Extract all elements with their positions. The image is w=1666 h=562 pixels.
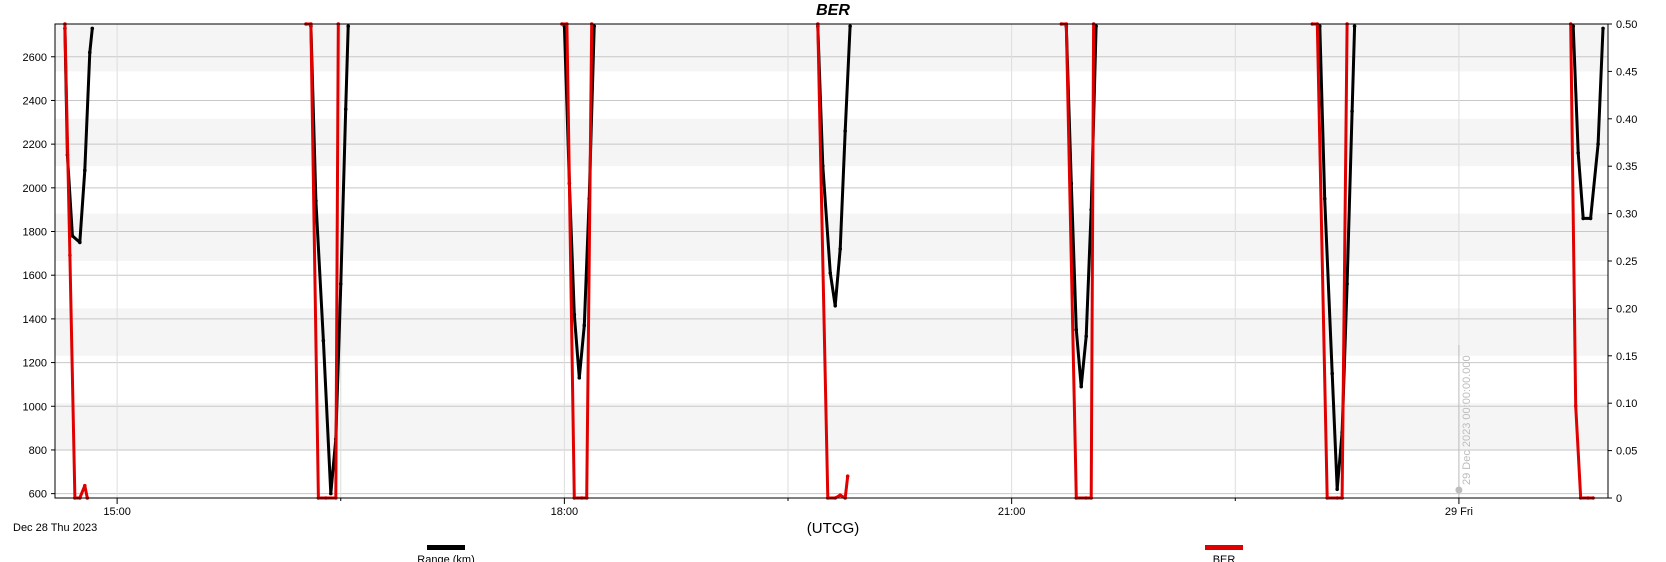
tick-label: 1800 xyxy=(23,227,47,239)
data-point xyxy=(1094,24,1098,28)
data-point xyxy=(321,338,326,343)
tick-label: 0.45 xyxy=(1616,66,1637,78)
series-line-pass-6 xyxy=(1318,26,1357,491)
tick-label: 2400 xyxy=(23,95,47,107)
x-axis-label: (UTCG) xyxy=(807,520,860,537)
plot-band xyxy=(55,308,1608,356)
data-point xyxy=(329,491,333,496)
tick-label: 29 Fri xyxy=(1445,506,1473,518)
data-point xyxy=(70,234,75,238)
tick-label: 1200 xyxy=(23,358,47,370)
data-point xyxy=(83,168,87,173)
chart-title: BER xyxy=(816,2,850,19)
data-point xyxy=(1084,334,1088,339)
data-point xyxy=(1596,142,1600,146)
legend-swatch-range xyxy=(427,545,465,550)
data-point xyxy=(838,247,842,251)
tick-label: 21:00 xyxy=(998,506,1026,518)
tick-label: 0.25 xyxy=(1616,256,1637,268)
data-point xyxy=(1352,24,1357,28)
data-point xyxy=(572,312,577,317)
tick-label: 0.50 xyxy=(1616,19,1637,31)
data-point xyxy=(83,483,87,488)
data-point xyxy=(338,282,343,286)
data-point xyxy=(577,376,582,380)
left-axis-ticks: 600 800 1000 1200 1400 1600 1800 2000 2200 2400 26… xyxy=(23,52,55,501)
data-point xyxy=(87,50,92,55)
data-point xyxy=(1601,26,1605,31)
x-axis-ticks: 15:00 18:00 21:00 29 Fri xyxy=(103,498,1473,518)
data-point xyxy=(848,24,852,28)
series-line-pass-7 xyxy=(1571,26,1605,220)
data-point xyxy=(1350,109,1354,114)
data-point xyxy=(833,303,838,308)
data-point xyxy=(68,253,72,258)
marker-dot xyxy=(1455,486,1463,494)
legend-label-range: Range (km) xyxy=(417,554,474,562)
data-point xyxy=(90,26,95,31)
tick-label: 0.35 xyxy=(1616,161,1637,173)
series-line-pass-4 xyxy=(816,23,850,500)
tick-label: 2200 xyxy=(23,139,47,151)
data-point xyxy=(343,107,348,111)
tick-label: 15:00 xyxy=(103,506,131,518)
tick-label: 1600 xyxy=(23,270,47,282)
data-point xyxy=(1330,371,1334,376)
tick-label: 0.15 xyxy=(1616,351,1637,363)
legend-label-ber: BER xyxy=(1213,554,1236,562)
tick-label: 0.30 xyxy=(1616,209,1637,221)
tick-label: 0.10 xyxy=(1616,398,1637,410)
tick-label: 2600 xyxy=(23,52,47,64)
data-point xyxy=(828,271,833,275)
data-point xyxy=(1576,151,1580,155)
plot-band xyxy=(55,118,1608,167)
tick-label: 600 xyxy=(29,489,47,501)
data-point xyxy=(1588,216,1593,221)
date-label: Dec 28 Thu 2023 xyxy=(13,522,97,534)
plot-band xyxy=(55,24,1608,72)
data-point xyxy=(1322,196,1327,201)
data-point xyxy=(582,323,587,328)
data-point xyxy=(1581,216,1585,221)
data-point xyxy=(592,24,597,28)
data-point xyxy=(1079,384,1084,389)
plot-background xyxy=(55,24,1608,498)
tick-label: 0.40 xyxy=(1616,114,1637,126)
data-point xyxy=(1571,24,1576,28)
tick-label: 18:00 xyxy=(551,506,579,518)
data-point xyxy=(1074,328,1079,332)
plot-band xyxy=(55,403,1608,451)
marker-label: 29 Dec 2023 00:00:00.000 xyxy=(1461,355,1473,485)
tick-label: 800 xyxy=(29,445,47,457)
data-point xyxy=(845,474,850,478)
tick-label: 2000 xyxy=(23,183,47,195)
data-point xyxy=(838,493,842,497)
tick-label: 0.20 xyxy=(1616,303,1637,315)
series-line-pass-2 xyxy=(309,26,350,496)
tick-label: 1000 xyxy=(23,401,47,413)
tick-label: 1400 xyxy=(23,314,47,326)
data-point xyxy=(843,129,847,133)
data-point xyxy=(78,240,82,245)
data-point xyxy=(1573,404,1578,408)
plot-band xyxy=(55,213,1608,261)
data-point xyxy=(1335,487,1339,492)
data-point xyxy=(346,24,351,28)
tick-label: 0.05 xyxy=(1616,446,1637,458)
date-marker: 29 Dec 2023 00:00:00.000 xyxy=(1455,345,1473,498)
legend: Range (km) BER xyxy=(417,545,1243,562)
data-point xyxy=(1345,282,1349,286)
tick-label: 0 xyxy=(1616,493,1622,505)
legend-swatch-ber xyxy=(1205,545,1243,550)
right-axis-ticks: 0 0.05 0.10 0.15 0.20 0.25 0.30 0.35 0.40 0.45 0.5… xyxy=(1608,19,1637,505)
